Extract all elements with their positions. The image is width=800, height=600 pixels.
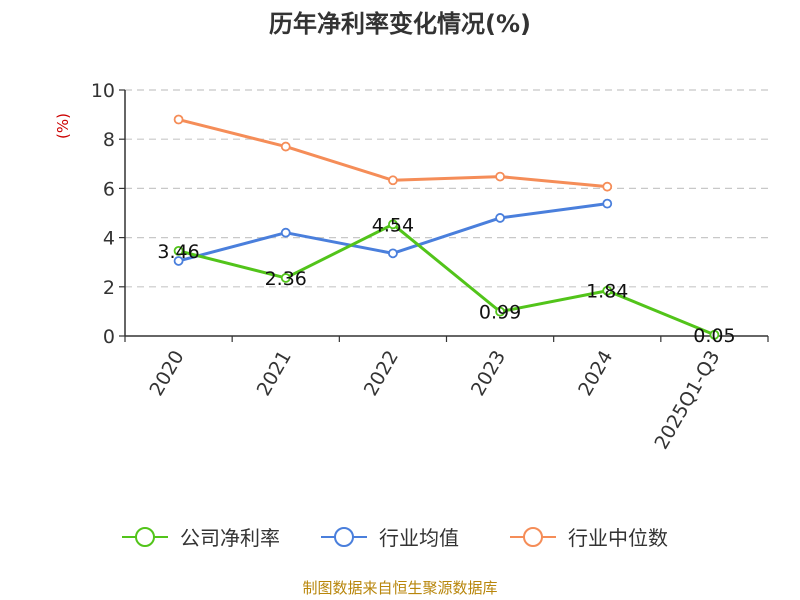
data-label: 4.54 bbox=[372, 214, 414, 236]
data-point bbox=[280, 273, 291, 283]
data-point bbox=[495, 171, 505, 182]
data-point bbox=[388, 248, 398, 259]
legend-marker-icon bbox=[523, 527, 543, 547]
y-tick-label: 2 bbox=[103, 277, 115, 299]
data-point bbox=[602, 285, 613, 296]
data-point bbox=[388, 219, 398, 230]
data-labels: 3.46 2.36 4.54 0.99 1.84 0.05 bbox=[157, 214, 735, 346]
series-line-0 bbox=[178, 222, 715, 337]
y-tick-label: 8 bbox=[103, 129, 115, 151]
data-point bbox=[173, 245, 184, 256]
x-tick-label: 2023 bbox=[467, 347, 510, 400]
x-tick-label: 2024 bbox=[574, 347, 617, 400]
data-point bbox=[173, 114, 184, 125]
legend-label: 行业中位数 bbox=[568, 526, 668, 550]
axes bbox=[124, 90, 768, 337]
chart-title: 历年净利率变化情况(%) bbox=[269, 10, 531, 38]
series-points bbox=[173, 114, 720, 340]
y-tick-label: 4 bbox=[103, 228, 115, 250]
legend-label: 行业均值 bbox=[379, 526, 459, 550]
data-label: 3.46 bbox=[157, 241, 199, 263]
data-label: 0.05 bbox=[693, 325, 735, 347]
legend-marker-icon bbox=[135, 527, 155, 547]
grid-lines bbox=[125, 89, 768, 288]
data-point bbox=[388, 175, 398, 186]
y-tick-label: 6 bbox=[103, 178, 115, 200]
data-point bbox=[602, 198, 613, 209]
legend-marker-icon bbox=[334, 527, 354, 547]
data-point bbox=[495, 306, 505, 317]
source-note: 制图数据来自恒生聚源数据库 bbox=[302, 579, 498, 597]
data-point bbox=[602, 181, 613, 192]
y-tick-label: 0 bbox=[103, 326, 115, 348]
legend-label: 公司净利率 bbox=[180, 526, 280, 550]
x-tick-label: 2020 bbox=[145, 347, 188, 400]
data-label: 2.36 bbox=[265, 268, 307, 290]
data-point bbox=[280, 141, 291, 152]
data-point bbox=[495, 213, 505, 223]
y-axis-ticks: 0 2 4 6 8 10 bbox=[91, 80, 125, 348]
legend: 公司净利率 行业均值 行业中位数 bbox=[122, 526, 668, 550]
data-point bbox=[173, 256, 184, 266]
data-point bbox=[709, 329, 720, 340]
data-point bbox=[280, 227, 291, 238]
x-tick-label: 2022 bbox=[360, 347, 403, 400]
x-axis-ticks: 2020 2021 2022 2023 2024 2025Q1-Q3 bbox=[124, 336, 769, 453]
y-axis-unit-label: (%) bbox=[54, 113, 72, 139]
y-tick-label: 10 bbox=[91, 80, 115, 102]
series-lines bbox=[178, 118, 715, 337]
x-tick-label: 2021 bbox=[253, 347, 296, 400]
data-label: 1.84 bbox=[586, 281, 628, 303]
x-tick-label: 2025Q1-Q3 bbox=[650, 347, 724, 453]
data-label: 0.99 bbox=[479, 302, 521, 324]
